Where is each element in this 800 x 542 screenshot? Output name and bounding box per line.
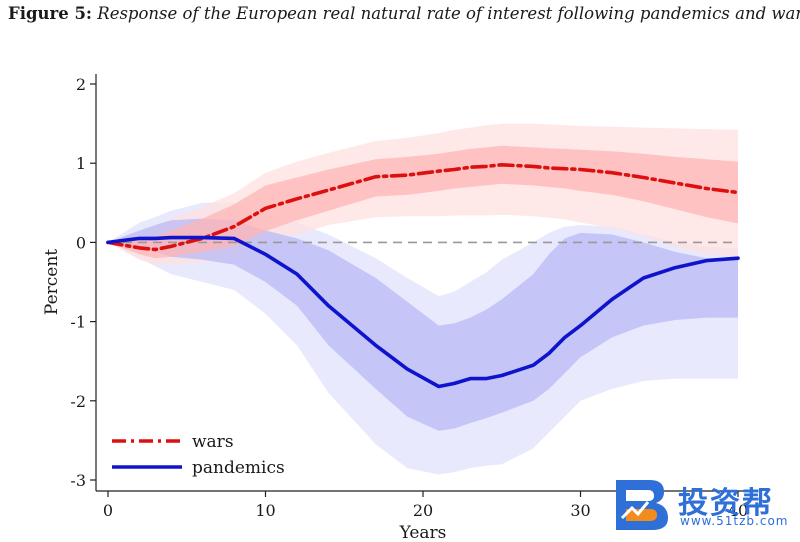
- pandemics-line: [106, 235, 740, 389]
- y-tick-label: 0: [76, 233, 86, 252]
- y-tick-label: -2: [70, 392, 86, 411]
- x-tick-label: 10: [255, 501, 275, 520]
- wars-inner-band: [108, 145, 738, 259]
- legend-label-pandemics: pandemics: [192, 458, 285, 478]
- watermark-brand: 投资帮: [678, 486, 774, 521]
- x-tick-label: 40: [728, 501, 748, 520]
- y-tick-label: 2: [76, 75, 86, 94]
- y-tick-label: -3: [70, 471, 86, 490]
- x-tick-label: 30: [570, 501, 590, 520]
- figure-label: Figure 5:: [8, 4, 93, 23]
- x-tick-label: 20: [413, 501, 433, 520]
- figure-caption: Response of the European real natural ra…: [97, 4, 800, 23]
- pandemics-inner-band: [108, 218, 738, 431]
- legend: wars pandemics: [112, 432, 285, 478]
- legend-label-wars: wars: [192, 432, 234, 452]
- y-tick-label: 1: [76, 154, 86, 173]
- confidence-bands: [108, 123, 738, 475]
- watermark: 投资帮 www.51tzb.com: [612, 474, 798, 536]
- series-lines: [106, 163, 740, 389]
- watermark-logo-icon: [616, 480, 668, 530]
- y-axis-title: Percent: [42, 249, 62, 315]
- figure-title: Figure 5: Response of the European real …: [8, 4, 800, 23]
- y-tick-label: -1: [70, 313, 86, 332]
- watermark-url: www.51tzb.com: [680, 514, 789, 528]
- x-tick-label: 0: [103, 501, 113, 520]
- x-axis-title: Years: [399, 523, 447, 542]
